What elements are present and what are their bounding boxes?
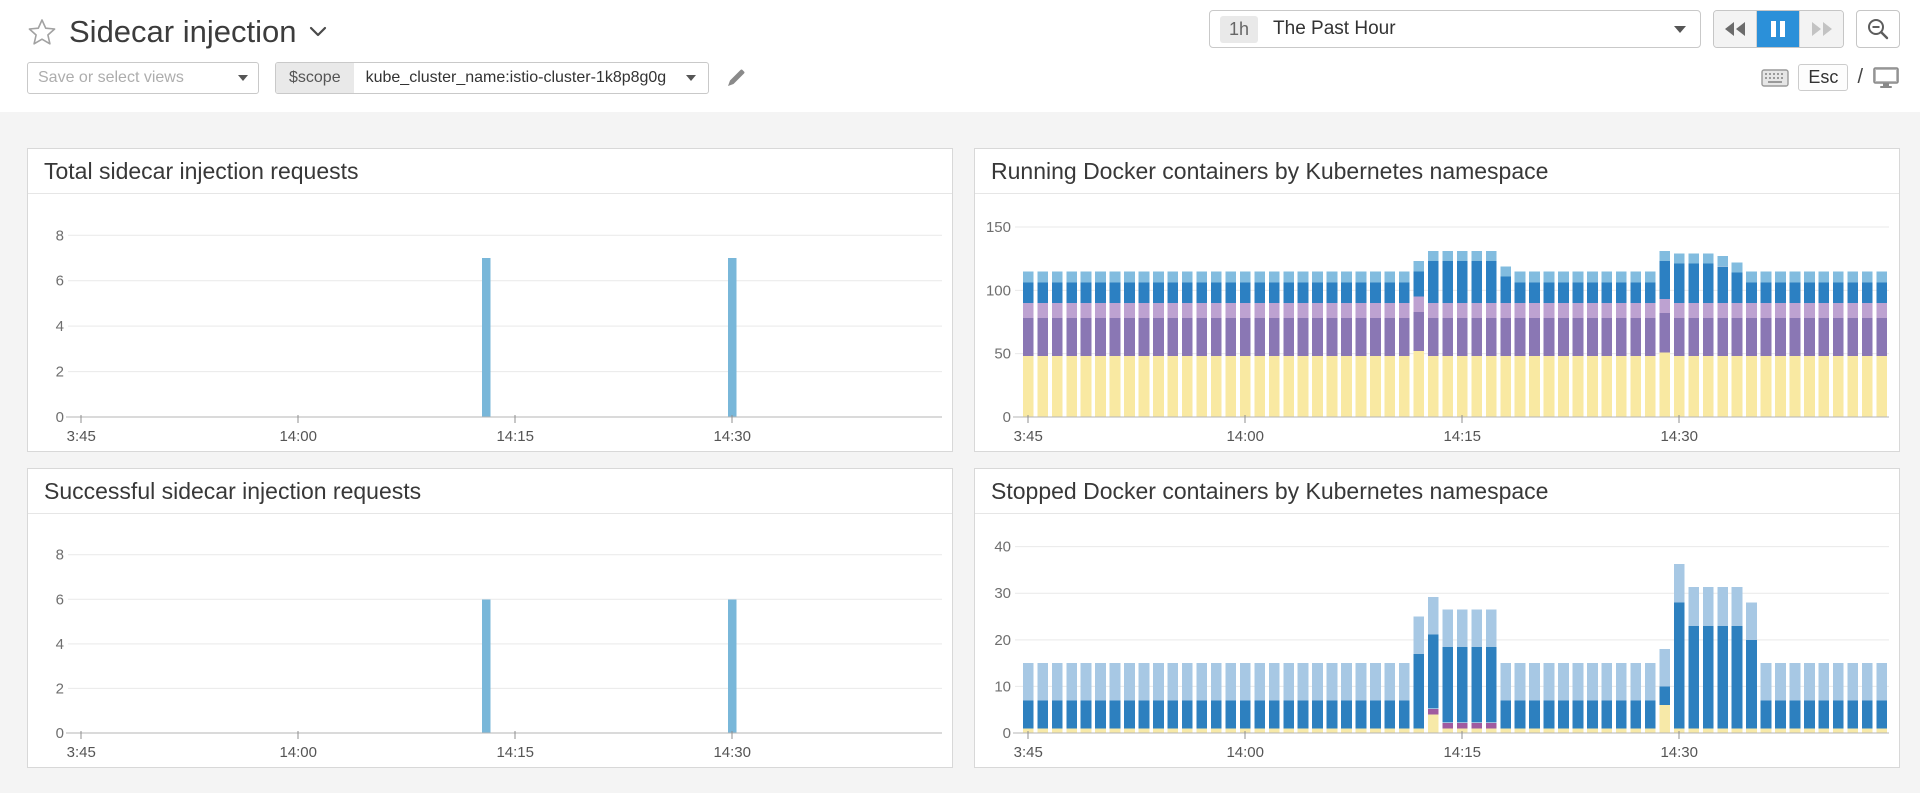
svg-text:14:00: 14:00 xyxy=(1226,744,1264,761)
scope-variable-name: $scope xyxy=(276,63,354,93)
chart-card-successful-sidecar-injections: Successful sidecar injection requests 0 2… xyxy=(27,468,953,768)
title-menu-chevron-down-icon[interactable] xyxy=(308,25,328,39)
svg-text:14:30: 14:30 xyxy=(1660,744,1698,761)
page-title: Sidecar injection xyxy=(69,14,297,49)
filter-row: Save or select views $scope kube_cluster… xyxy=(27,62,747,94)
time-range-badge: 1h xyxy=(1220,15,1259,43)
svg-text:14:15: 14:15 xyxy=(1443,744,1481,761)
chart-plot-area[interactable]: 0 2 4 6 8 3:45 14:00 14:15 14:30 xyxy=(28,194,952,451)
svg-text:14:15: 14:15 xyxy=(496,428,534,445)
svg-text:8: 8 xyxy=(56,547,64,564)
pause-icon xyxy=(1771,21,1785,37)
chart-card-total-sidecar-injections: Total sidecar injection requests 0 2 4 6 8 3:… xyxy=(27,148,953,452)
scope-variable-selector[interactable]: $scope kube_cluster_name:istio-cluster-1… xyxy=(275,62,710,94)
svg-text:4: 4 xyxy=(56,636,64,653)
svg-text:0: 0 xyxy=(56,409,64,426)
svg-text:14:30: 14:30 xyxy=(713,428,751,445)
time-range-selector[interactable]: 1h The Past Hour xyxy=(1209,10,1701,48)
svg-text:6: 6 xyxy=(56,591,64,608)
views-placeholder: Save or select views xyxy=(38,69,184,86)
shortcut-hints: Esc / xyxy=(1761,64,1900,91)
caret-down-icon xyxy=(686,75,697,81)
chart-title: Total sidecar injection requests xyxy=(28,149,952,194)
rewind-button[interactable] xyxy=(1714,11,1757,47)
svg-text:14:00: 14:00 xyxy=(1226,428,1264,445)
svg-text:40: 40 xyxy=(994,539,1011,556)
svg-text:6: 6 xyxy=(56,273,64,290)
svg-text:14:15: 14:15 xyxy=(496,744,534,761)
svg-text:3:45: 3:45 xyxy=(1014,744,1043,761)
svg-text:2: 2 xyxy=(56,680,64,697)
fast-forward-button[interactable] xyxy=(1800,11,1843,47)
svg-text:0: 0 xyxy=(1003,725,1011,742)
svg-text:3:45: 3:45 xyxy=(67,744,96,761)
svg-text:20: 20 xyxy=(994,632,1011,649)
zoom-out-icon xyxy=(1868,19,1889,40)
dashboard-header: Sidecar injection 1h The Past Hour xyxy=(0,0,1920,112)
svg-text:14:15: 14:15 xyxy=(1443,428,1481,445)
svg-text:150: 150 xyxy=(986,219,1011,236)
chart-plot-area[interactable]: 0 2 4 6 8 3:45 14:00 14:15 14:30 xyxy=(28,514,952,767)
chart-plot-area[interactable]: 0 50 100 150 3:45 14:00 14:15 14:30 xyxy=(975,194,1899,451)
fast-forward-icon xyxy=(1811,22,1832,36)
chart-card-running-containers: Running Docker containers by Kubernetes … xyxy=(974,148,1900,452)
svg-text:10: 10 xyxy=(994,678,1011,695)
svg-text:14:30: 14:30 xyxy=(1660,428,1698,445)
dashboard-grid: Total sidecar injection requests 0 2 4 6 8 3:… xyxy=(0,112,1920,793)
svg-text:8: 8 xyxy=(56,227,64,244)
svg-text:2: 2 xyxy=(56,364,64,381)
svg-text:14:00: 14:00 xyxy=(279,428,317,445)
playback-controls xyxy=(1713,10,1844,48)
slash-key-hint: / xyxy=(1857,66,1863,88)
time-controls: 1h The Past Hour xyxy=(1209,10,1900,48)
chart-title: Stopped Docker containers by Kubernetes … xyxy=(975,469,1899,514)
pause-button[interactable] xyxy=(1757,11,1800,47)
chart-title: Successful sidecar injection requests xyxy=(28,469,952,514)
edit-pencil-icon[interactable] xyxy=(725,67,747,89)
chart-plot-area[interactable]: 0 10 20 30 40 3:45 14:00 14:15 14:30 xyxy=(975,514,1899,767)
keyboard-icon xyxy=(1761,68,1790,88)
svg-text:0: 0 xyxy=(1003,409,1011,426)
svg-text:0: 0 xyxy=(56,725,64,742)
caret-down-icon xyxy=(1674,25,1686,33)
zoom-out-button[interactable] xyxy=(1856,10,1900,48)
chart-card-stopped-containers: Stopped Docker containers by Kubernetes … xyxy=(974,468,1900,768)
time-range-label: The Past Hour xyxy=(1273,18,1396,39)
esc-key-hint: Esc xyxy=(1798,64,1849,91)
svg-text:14:00: 14:00 xyxy=(279,744,317,761)
caret-down-icon xyxy=(238,75,248,81)
favorite-star-icon[interactable] xyxy=(27,17,57,47)
svg-text:14:30: 14:30 xyxy=(713,744,751,761)
scope-variable-value: kube_cluster_name:istio-cluster-1k8p8g0g xyxy=(365,69,667,86)
chart-title: Running Docker containers by Kubernetes … xyxy=(975,149,1899,194)
views-select[interactable]: Save or select views xyxy=(27,62,259,94)
rewind-icon xyxy=(1725,22,1745,36)
title-row: Sidecar injection xyxy=(27,14,328,50)
tv-mode-monitor-icon[interactable] xyxy=(1872,66,1900,90)
svg-text:30: 30 xyxy=(994,585,1011,602)
svg-text:3:45: 3:45 xyxy=(67,428,96,445)
svg-text:3:45: 3:45 xyxy=(1014,428,1043,445)
svg-text:100: 100 xyxy=(986,282,1011,299)
svg-text:4: 4 xyxy=(56,318,64,335)
svg-text:50: 50 xyxy=(994,346,1011,363)
